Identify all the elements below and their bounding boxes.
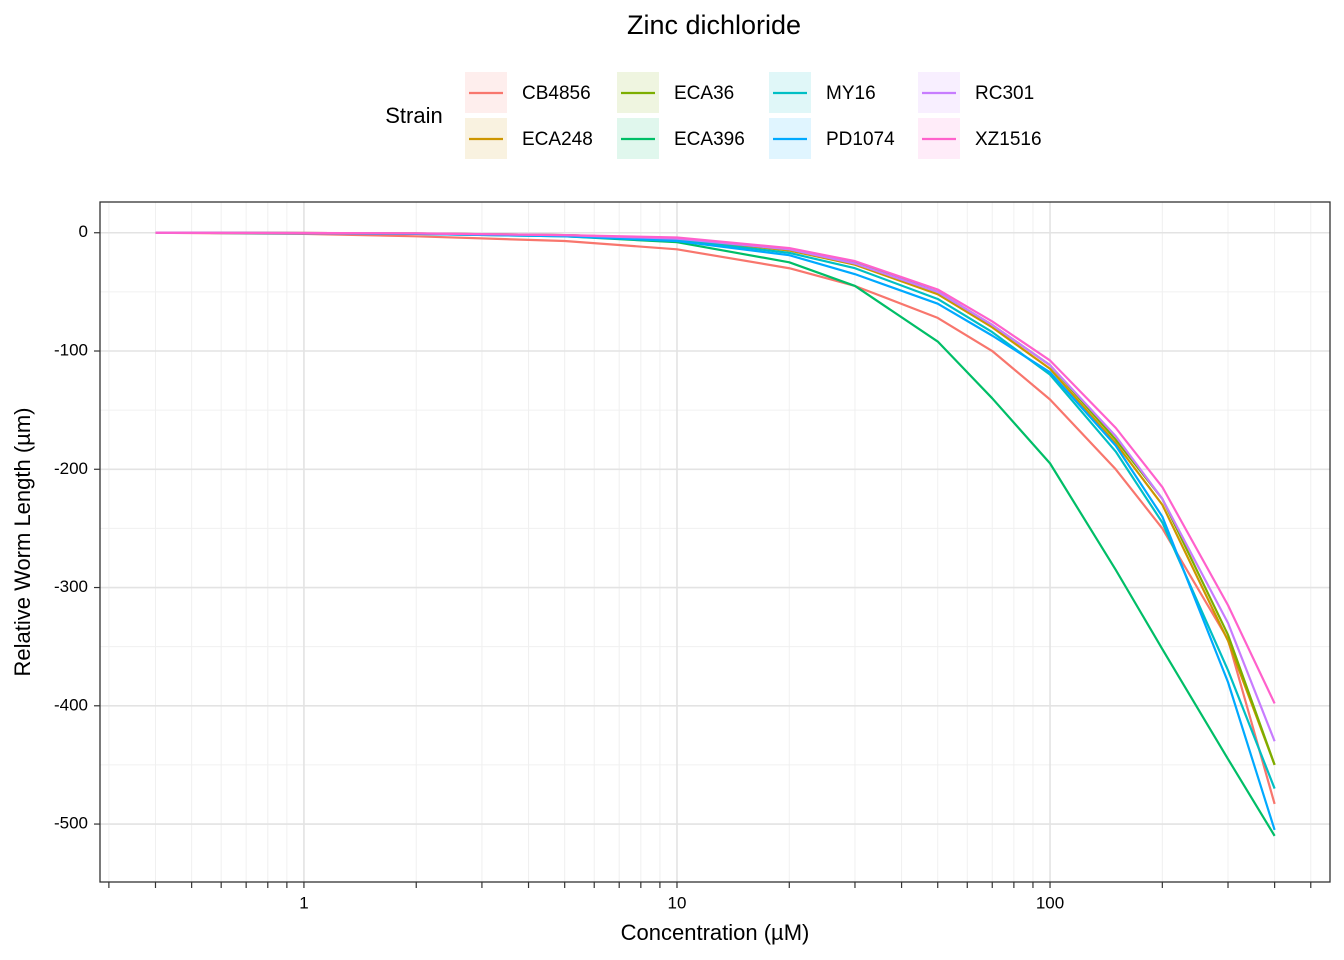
- y-tick-label: -100: [54, 340, 88, 359]
- legend-label: PD1074: [826, 129, 895, 150]
- y-tick-label: -400: [54, 695, 88, 714]
- plot-background: [100, 202, 1330, 882]
- series-line: [155, 231, 1276, 704]
- plot-border: [99, 201, 1331, 883]
- y-tick-label: 0: [79, 222, 88, 241]
- x-axis-label: Concentration (µM): [621, 920, 810, 945]
- x-tick-label: 1: [299, 893, 308, 912]
- legend-label: RC301: [975, 83, 1034, 104]
- y-axis-label: Relative Worm Length (µm): [10, 407, 35, 676]
- legend-label: ECA396: [674, 129, 745, 150]
- legend-label: CB4856: [522, 83, 591, 104]
- x-tick-label: 10: [668, 893, 687, 912]
- y-tick-label: -300: [54, 577, 88, 596]
- legend-label: ECA248: [522, 129, 593, 150]
- legend-label: MY16: [826, 83, 876, 104]
- y-tick-label: -500: [54, 814, 88, 833]
- legend-label: XZ1516: [975, 129, 1042, 150]
- legend-title: Strain: [385, 103, 442, 128]
- x-tick-label: 100: [1036, 893, 1064, 912]
- series-line: [155, 231, 1276, 805]
- chart-title: Zinc dichloride: [627, 10, 801, 40]
- y-tick-label: -200: [54, 459, 88, 478]
- legend-label: ECA36: [674, 83, 734, 104]
